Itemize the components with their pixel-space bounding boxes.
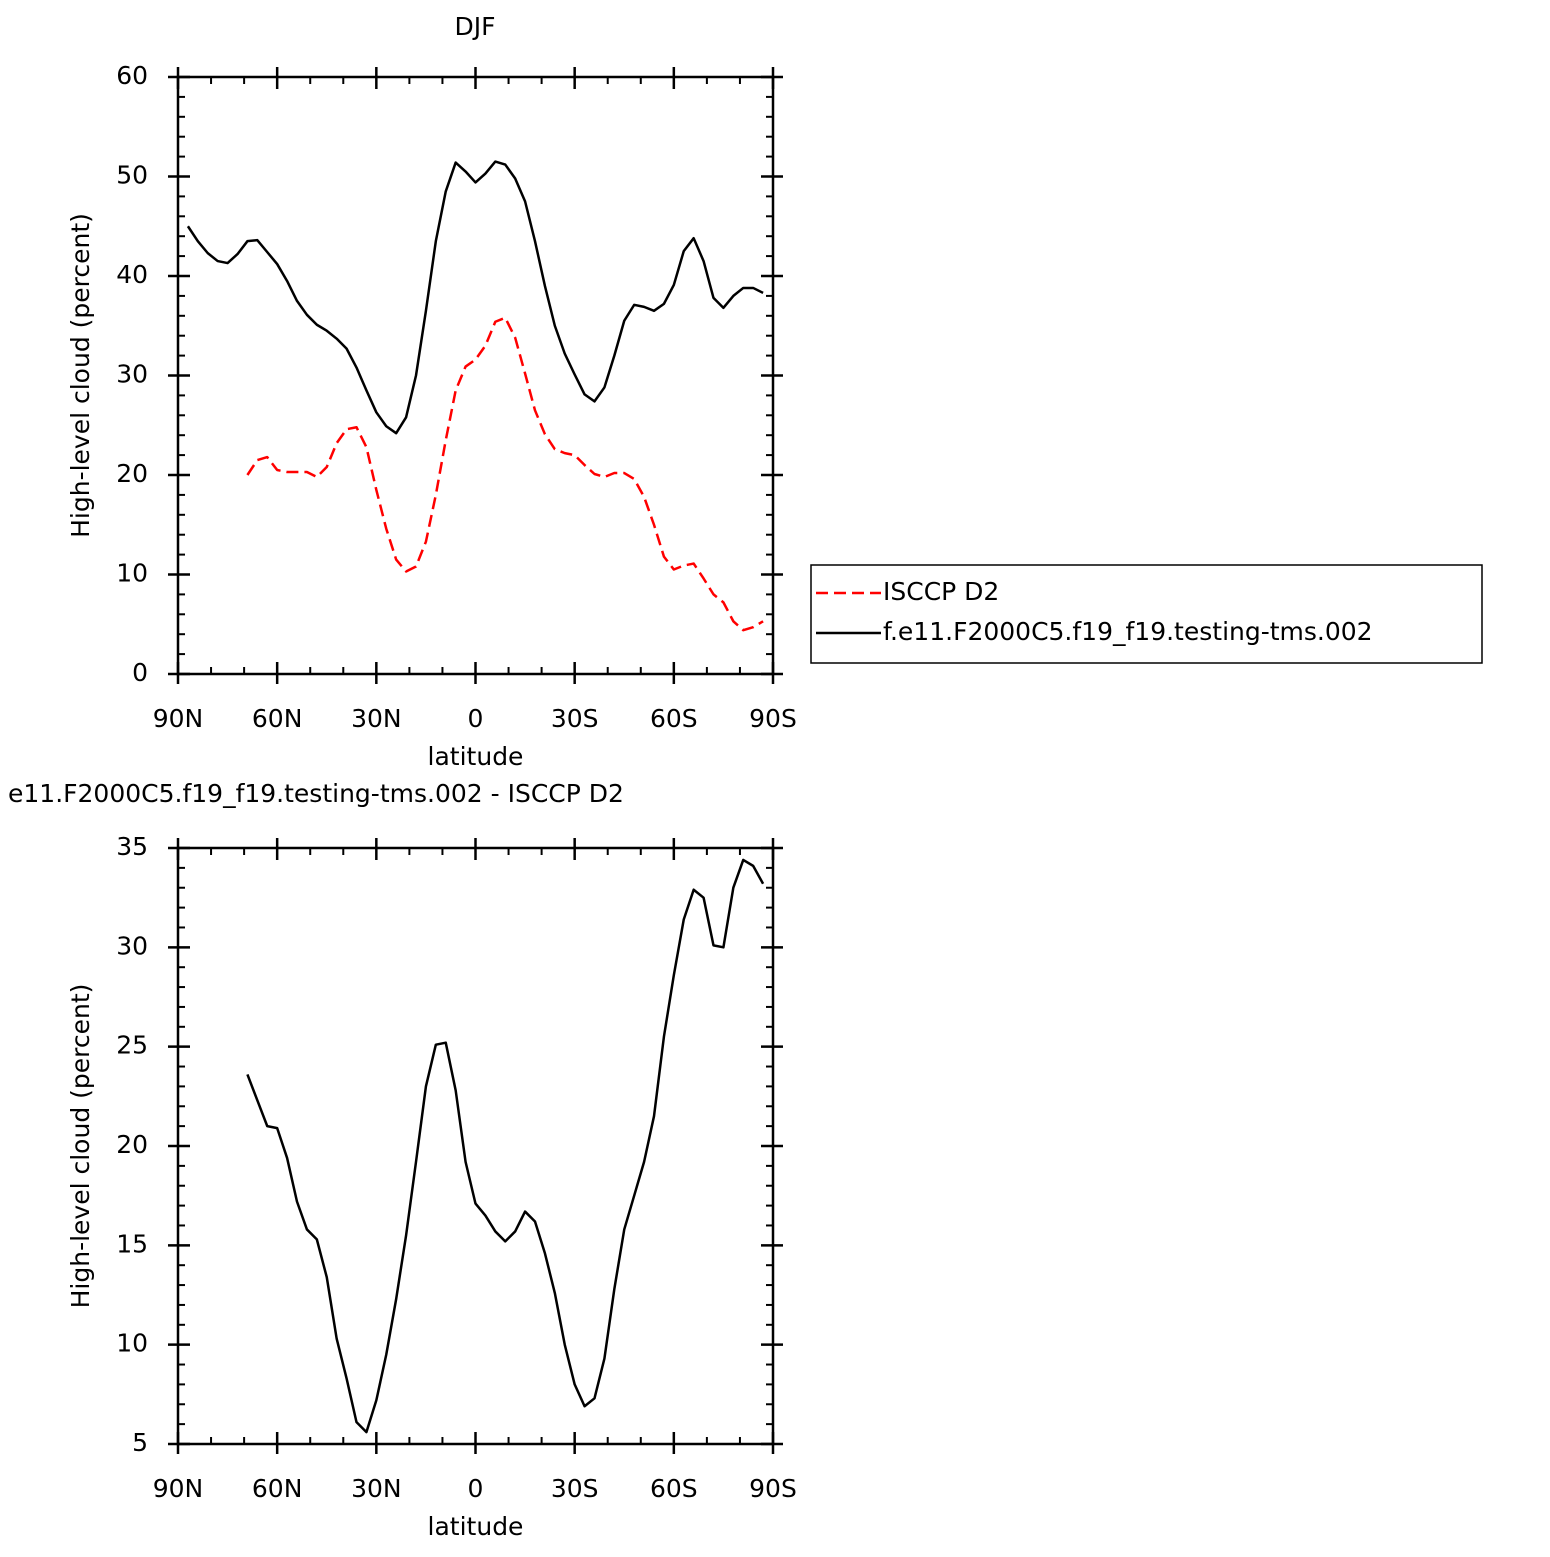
x-tick-label: 90S [749,1474,797,1503]
y-tick-label: 50 [116,161,148,190]
x-tick-label: 60N [252,704,303,733]
legend-box [810,564,1483,664]
x-tick-label: 90N [153,1474,204,1503]
y-tick-label: 10 [116,559,148,588]
y-tick-label: 30 [116,360,148,389]
panel: DJF latitude High-level cloud (percent) 0 10… [66,12,797,771]
y-tick-label: 10 [116,1329,148,1358]
y-tick-label: 15 [116,1229,148,1258]
y-tick-label: 40 [116,260,148,289]
x-tick-label: 90S [749,704,797,733]
x-tick-label: 30N [351,704,402,733]
x-tick-label: 0 [468,704,484,733]
chart-title: e11.F2000C5.f19_f19.testing-tms.002 - IS… [8,779,624,808]
x-axis-label: latitude [428,742,524,771]
y-axis-label: High-level cloud (percent) [66,213,95,538]
data-line [186,160,764,435]
y-tick-label: 20 [116,1130,148,1159]
x-tick-label: 60S [650,1474,698,1503]
legend: ISCCP D2 f.e11.F2000C5.f19_f19.testing-tm… [810,564,1483,664]
x-tick-label: 90N [153,704,204,733]
y-tick-label: 35 [116,832,148,861]
y-tick-label: 60 [116,61,148,90]
y-tick-label: 25 [116,1031,148,1060]
x-tick-label: 30N [351,1474,402,1503]
x-tick-label: 60N [252,1474,303,1503]
legend-label: f.e11.F2000C5.f19_f19.testing-tms.002 [883,617,1373,646]
y-axis-label: High-level cloud (percent) [66,984,95,1309]
data-line [246,858,765,1434]
legend-label: ISCCP D2 [883,577,999,606]
x-tick-label: 60S [650,704,698,733]
x-axis-label: latitude [428,1512,524,1541]
y-tick-label: 20 [116,459,148,488]
data-line [246,316,764,632]
plot-frame [176,846,775,1446]
plot-frame [176,75,775,676]
y-tick-label: 0 [132,658,148,687]
y-tick-label: 30 [116,931,148,960]
x-tick-label: 30S [551,704,599,733]
x-tick-label: 0 [468,1474,484,1503]
x-tick-label: 30S [551,1474,599,1503]
panel: e11.F2000C5.f19_f19.testing-tms.002 - IS… [8,779,797,1541]
y-tick-label: 5 [132,1428,148,1457]
chart-title: DJF [454,12,495,41]
